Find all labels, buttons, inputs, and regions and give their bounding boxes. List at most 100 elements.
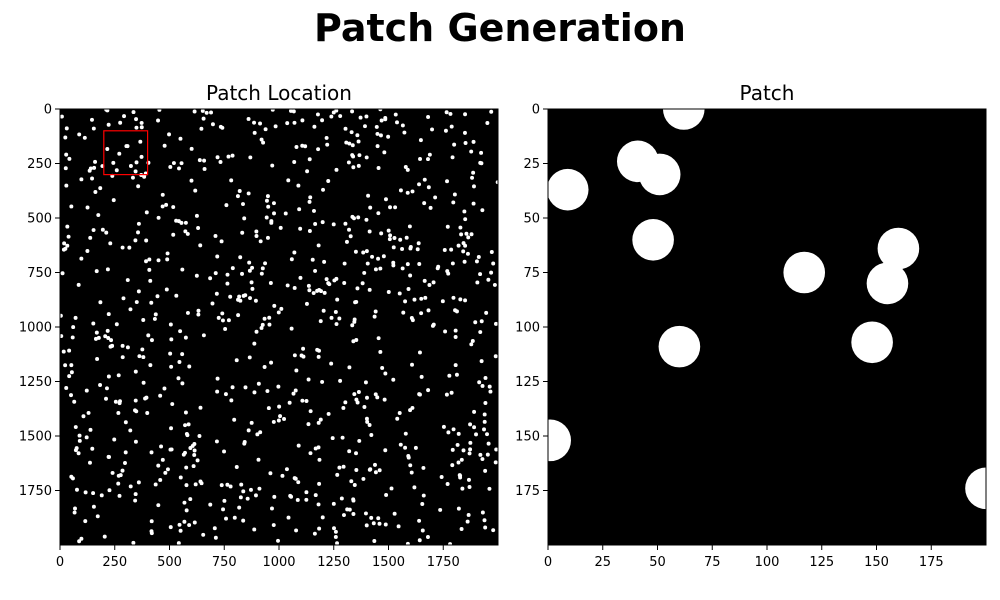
dot [149,338,154,343]
dot [395,120,399,125]
dot [296,183,301,188]
dot [100,227,105,232]
dot [214,291,219,296]
dot [271,419,276,424]
dot [307,157,312,162]
dot [241,202,245,207]
dot [344,140,349,145]
dot [423,295,428,300]
dot [318,417,323,422]
dot [249,487,253,492]
dot [224,203,229,208]
dot [273,124,278,129]
dot [367,423,372,427]
y-tick-label: 750 [27,266,52,281]
dot [262,365,267,369]
dot [250,265,255,270]
dot [118,399,122,404]
dot [448,111,453,116]
dot [289,326,294,331]
dot [313,493,318,498]
dot [458,297,463,302]
dot [256,457,261,462]
dot [294,368,299,373]
dot [238,298,243,303]
dot [293,388,298,393]
dot [383,522,388,527]
dot [228,294,233,299]
dot [93,159,98,164]
dot [213,535,218,540]
dot [366,193,371,198]
dot [373,392,378,397]
dot [268,280,273,285]
dot [296,480,301,485]
dot [450,463,455,468]
dot [109,338,114,343]
dot [239,482,244,487]
dot [276,418,281,423]
dot [386,134,391,139]
dot [225,482,230,487]
x-tick-label: 250 [102,555,127,570]
dot [321,308,326,313]
x-tick-label: 75 [704,555,721,570]
dot [449,124,454,129]
dot [408,463,413,468]
dot [426,308,431,313]
dot [104,230,109,235]
dot [67,374,72,379]
dot [71,325,76,330]
dot [180,267,185,272]
dot [316,354,321,359]
dot [225,272,230,277]
dot [480,208,485,213]
dot [299,353,304,358]
dot [267,315,272,320]
dot [138,139,143,144]
dot [236,313,241,318]
dot [155,294,160,299]
dot [364,249,369,254]
dot [373,267,378,272]
dot [469,149,474,154]
dot [87,168,92,173]
dot [466,235,471,240]
dot [192,520,197,525]
dot [171,232,176,237]
dot [349,130,354,135]
dot [333,309,338,314]
dot [324,277,329,282]
dot [378,109,383,112]
dot [471,170,476,175]
dot [387,237,392,242]
dot [377,521,382,526]
dot [318,319,323,324]
dot [480,383,485,388]
dot [494,321,498,326]
dot [215,376,220,381]
dot [418,156,422,161]
dot [391,245,396,250]
dot [334,322,339,327]
dot [141,355,146,360]
dot [153,312,158,317]
dot [392,236,397,240]
dot [165,257,170,262]
dot [276,384,281,389]
dot [73,425,78,430]
dot [403,431,408,436]
dot [467,451,472,456]
dot [465,251,470,256]
dot [453,328,458,333]
dot [486,277,491,282]
dot [448,542,453,545]
dot [255,432,260,437]
dot [111,198,116,203]
dot [136,289,141,294]
dot [83,490,88,495]
dot [178,475,183,480]
dot [375,395,380,400]
dot [270,163,275,168]
dot [229,178,234,183]
